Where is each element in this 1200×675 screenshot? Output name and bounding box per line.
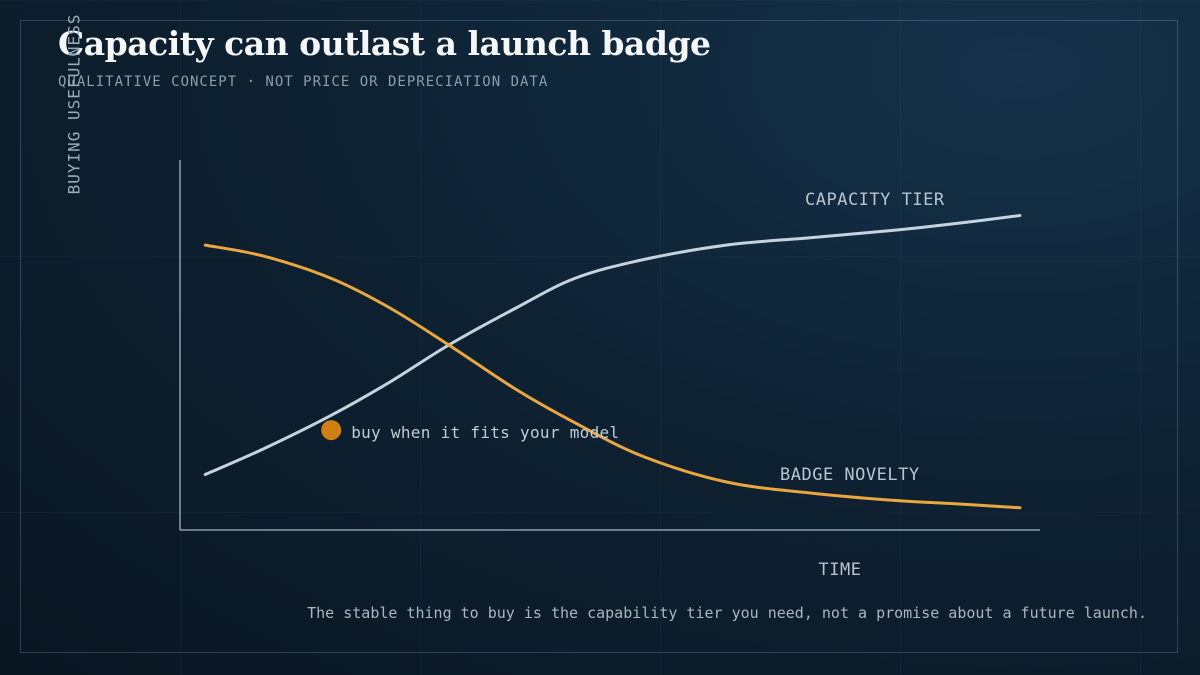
buy-point-annotation: buy when it fits your model: [351, 423, 619, 442]
label-layer: CAPACITY TIER BADGE NOVELTY buy when it fi…: [351, 190, 945, 485]
x-axis-label: TIME: [819, 560, 862, 580]
slide-frame: [20, 20, 1178, 653]
buy-point-marker: [321, 420, 342, 441]
capacity-tier-label: CAPACITY TIER: [805, 190, 945, 210]
series-layer: [203, 214, 1022, 510]
page-title: Capacity can outlast a launch badge: [58, 24, 711, 63]
badge-novelty-label: BADGE NOVELTY: [780, 465, 920, 485]
capacity-tier-line: [203, 214, 1022, 476]
page-subtitle: QUALITATIVE CONCEPT · NOT PRICE OR DEPRE…: [58, 74, 549, 90]
footer-note: The stable thing to buy is the capabilit…: [307, 604, 1147, 622]
badge-novelty-line: [203, 243, 1022, 510]
